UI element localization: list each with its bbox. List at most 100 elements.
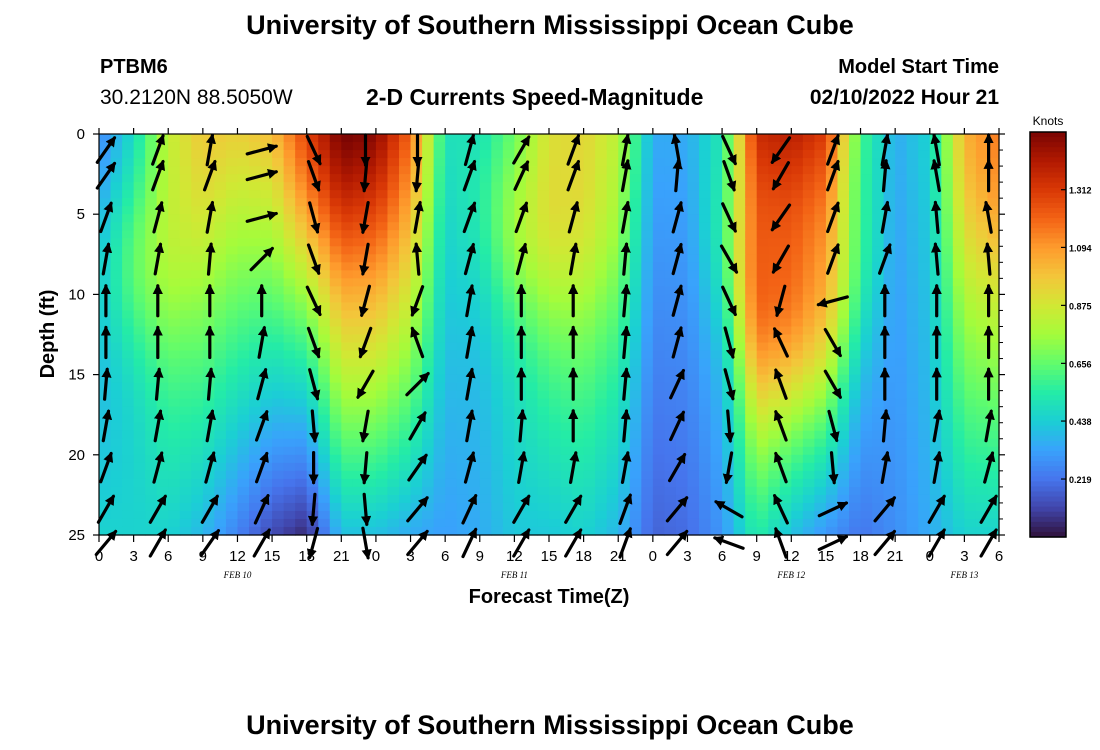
heatmap-cell	[525, 470, 539, 480]
heatmap-cell	[825, 278, 839, 287]
heatmap-cell	[722, 134, 735, 143]
heatmap-cell	[814, 406, 827, 416]
heatmap-cell	[145, 246, 158, 255]
heatmap-cell	[756, 382, 769, 392]
heatmap-cell	[883, 254, 896, 263]
heatmap-cell	[329, 422, 342, 432]
heatmap-cell	[122, 350, 135, 360]
heatmap-cell	[468, 478, 481, 488]
heatmap-cell	[549, 326, 562, 336]
heatmap-cell	[779, 422, 792, 432]
heatmap-cell	[133, 278, 146, 287]
heatmap-cell	[375, 366, 389, 376]
heatmap-cell	[283, 486, 296, 496]
heatmap-cell	[318, 302, 331, 312]
heatmap-cell	[952, 430, 965, 440]
heatmap-cell	[756, 510, 769, 520]
heatmap-cell	[779, 190, 792, 199]
heatmap-cell	[168, 286, 181, 295]
heatmap-cell	[537, 462, 550, 472]
heatmap-cell	[433, 438, 446, 448]
heatmap-cell	[479, 246, 492, 255]
heatmap-cell	[779, 278, 792, 287]
heatmap-cell	[964, 462, 977, 472]
heatmap-cell	[652, 254, 665, 263]
heatmap-cell	[675, 486, 689, 496]
heatmap-cell	[145, 502, 158, 512]
heatmap-cell	[964, 166, 977, 175]
colorbar-segment	[1030, 243, 1066, 250]
heatmap-cell	[491, 182, 504, 191]
heatmap-cell	[491, 190, 504, 199]
heatmap-cell	[629, 358, 642, 368]
heatmap-cell	[837, 230, 850, 239]
heatmap-cell	[318, 182, 331, 191]
heatmap-cell	[502, 406, 515, 416]
heatmap-cell	[537, 222, 550, 231]
colorbar-segment	[1030, 526, 1066, 533]
heatmap-cell	[975, 398, 989, 408]
heatmap-cell	[156, 518, 169, 528]
heatmap-cell	[110, 150, 123, 159]
heatmap-cell	[110, 158, 123, 167]
heatmap-cell	[468, 182, 481, 191]
heatmap-cell	[872, 182, 885, 191]
heatmap-cell	[560, 510, 573, 520]
current-vector-arrow	[95, 161, 117, 190]
heatmap-cell	[975, 302, 989, 312]
heatmap-cell	[179, 430, 192, 440]
heatmap-cell	[918, 526, 931, 536]
heatmap-cell	[987, 358, 1000, 368]
heatmap-cell	[883, 278, 896, 287]
heatmap-cell	[260, 150, 273, 159]
heatmap-cell	[895, 382, 908, 392]
heatmap-cell	[860, 230, 873, 239]
heatmap-cell	[918, 134, 931, 143]
heatmap-cell	[179, 294, 192, 304]
heatmap-cell	[110, 510, 123, 520]
heatmap-cell	[860, 246, 873, 255]
heatmap-cell	[341, 190, 354, 199]
heatmap-cell	[375, 454, 389, 464]
heatmap-cell	[479, 262, 492, 271]
heatmap-cell	[456, 326, 469, 336]
heatmap-cell	[133, 270, 146, 279]
heatmap-cell	[456, 262, 469, 271]
heatmap-cell	[272, 350, 285, 360]
heatmap-cell	[975, 158, 989, 167]
heatmap-cell	[110, 398, 123, 408]
current-vector-arrow	[359, 242, 370, 276]
heatmap-cell	[779, 254, 792, 263]
heatmap-cell	[225, 510, 239, 520]
heatmap-cell	[145, 446, 158, 456]
current-vector-arrow	[672, 158, 683, 193]
heatmap-cell	[352, 270, 365, 279]
heatmap-cell	[872, 526, 885, 536]
heatmap-cell	[595, 398, 608, 408]
heatmap-cell	[168, 238, 181, 247]
heatmap-cell	[225, 414, 239, 424]
heatmap-cell	[237, 406, 250, 416]
heatmap-cell	[964, 398, 977, 408]
heatmap-cell	[629, 462, 642, 472]
heatmap-cell	[122, 158, 135, 167]
heatmap-cell	[260, 310, 273, 320]
heatmap-cell	[849, 526, 862, 536]
heatmap-cell	[560, 150, 573, 159]
heatmap-cell	[687, 334, 700, 344]
heatmap-cell	[629, 422, 642, 432]
heatmap-cell	[341, 286, 354, 295]
heatmap-cell	[664, 406, 677, 416]
heatmap-cell	[525, 518, 539, 528]
heatmap-cell	[560, 198, 573, 207]
heatmap-cell	[756, 350, 769, 360]
heatmap-cell	[375, 374, 389, 384]
heatmap-cell	[283, 438, 296, 448]
heatmap-cell	[191, 446, 204, 456]
heatmap-cell	[872, 294, 885, 304]
heatmap-cell	[179, 150, 192, 159]
heatmap-cell	[918, 270, 931, 279]
heatmap-cell	[560, 470, 573, 480]
heatmap-cell	[156, 190, 169, 199]
heatmap-cell	[802, 142, 815, 151]
